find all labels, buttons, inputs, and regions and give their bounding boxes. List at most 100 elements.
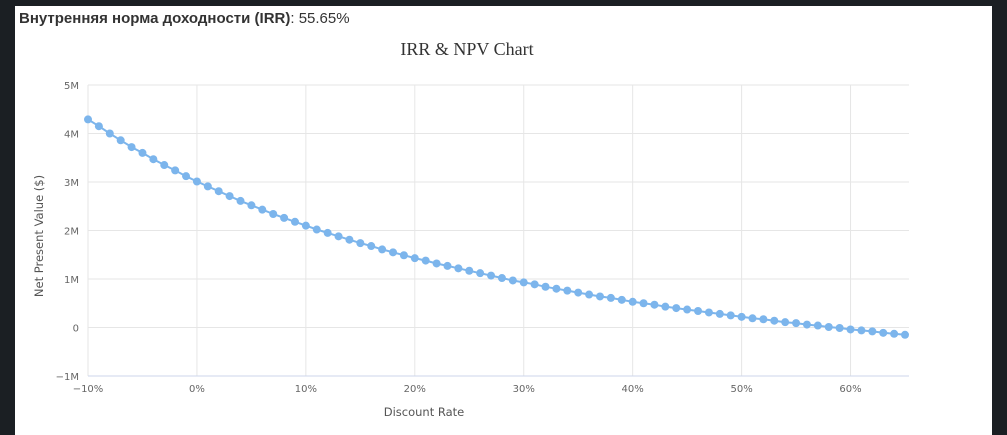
npv-point[interactable] [138, 148, 147, 157]
npv-point[interactable] [443, 261, 452, 270]
npv-point[interactable] [487, 271, 496, 280]
npv-point[interactable] [421, 256, 430, 265]
grid-lines [87, 84, 909, 377]
y-tick-label: 3M [64, 178, 79, 189]
npv-point[interactable] [497, 274, 506, 283]
npv-point[interactable] [846, 325, 855, 334]
npv-point[interactable] [84, 115, 92, 124]
npv-point[interactable] [694, 307, 703, 316]
irr-value: 55.65% [298, 10, 350, 27]
npv-point[interactable] [356, 239, 365, 248]
x-tick-label: 0% [189, 384, 205, 395]
npv-point[interactable] [715, 309, 724, 318]
npv-point[interactable] [269, 210, 278, 219]
npv-point[interactable] [182, 172, 191, 181]
npv-point[interactable] [802, 320, 811, 329]
npv-point[interactable] [312, 225, 321, 234]
npv-point[interactable] [628, 297, 637, 306]
npv-point[interactable] [258, 205, 267, 214]
npv-point[interactable] [236, 196, 245, 205]
npv-point[interactable] [595, 292, 604, 301]
npv-point[interactable] [704, 308, 713, 317]
npv-point[interactable] [367, 242, 376, 251]
x-axis-title: Discount Rate [384, 405, 465, 419]
npv-point[interactable] [301, 221, 310, 230]
npv-point[interactable] [280, 213, 289, 222]
npv-point[interactable] [792, 319, 801, 328]
npv-line [87, 118, 906, 336]
npv-point[interactable] [726, 311, 735, 320]
npv-point[interactable] [563, 286, 572, 295]
npv-point[interactable] [399, 251, 408, 260]
npv-point[interactable] [247, 201, 256, 210]
npv-point[interactable] [585, 290, 594, 299]
npv-point[interactable] [879, 328, 888, 337]
npv-point[interactable] [127, 143, 136, 152]
npv-point[interactable] [192, 177, 201, 186]
irr-label: Внутренняя норма доходности (IRR) [19, 10, 291, 27]
npv-point[interactable] [432, 259, 441, 268]
npv-point[interactable] [105, 129, 114, 138]
npv-point[interactable] [541, 282, 550, 291]
npv-point[interactable] [160, 161, 169, 170]
npv-point[interactable] [781, 318, 790, 327]
npv-point[interactable] [94, 122, 103, 131]
npv-point[interactable] [476, 269, 485, 278]
y-tick-label: 2M [64, 227, 79, 238]
irr-result: Внутренняя норма доходности (IRR): 55.65… [19, 10, 350, 27]
npv-point[interactable] [552, 284, 561, 293]
npv-point[interactable] [901, 330, 909, 339]
y-tick-label: 4M [64, 130, 79, 141]
npv-point[interactable] [465, 266, 474, 275]
npv-point[interactable] [606, 293, 615, 302]
npv-point[interactable] [116, 136, 125, 145]
npv-series [84, 115, 909, 339]
npv-point[interactable] [454, 264, 463, 273]
npv-point[interactable] [661, 302, 670, 311]
npv-point[interactable] [149, 155, 158, 164]
npv-point[interactable] [334, 232, 343, 241]
irr-separator: : [290, 10, 295, 27]
y-axis-title: Net Present Value ($) [32, 175, 46, 297]
npv-point[interactable] [290, 217, 299, 226]
npv-point[interactable] [225, 192, 234, 201]
npv-point[interactable] [214, 187, 223, 196]
npv-point[interactable] [530, 280, 539, 289]
npv-point[interactable] [737, 312, 746, 321]
npv-point[interactable] [617, 295, 626, 304]
y-tick-label: 5M [64, 81, 79, 92]
npv-point[interactable] [813, 321, 822, 330]
npv-point[interactable] [868, 327, 877, 336]
x-tick-label: 30% [513, 384, 535, 395]
x-axis-ticks: −10% 0% 10% 20% 30% 40% 50% 60% [73, 384, 862, 395]
npv-point[interactable] [890, 329, 899, 338]
x-tick-label: 10% [295, 384, 317, 395]
npv-point[interactable] [378, 245, 387, 254]
npv-point[interactable] [345, 235, 354, 244]
npv-point[interactable] [508, 276, 517, 285]
npv-point[interactable] [323, 228, 332, 237]
npv-point[interactable] [639, 299, 648, 308]
npv-point[interactable] [171, 166, 180, 175]
irr-npv-chart: IRR & NPV Chart −1M 0 1M 2M 3M 4M 5M −10% 0% 10%… [32, 39, 909, 419]
npv-point[interactable] [770, 316, 779, 325]
npv-point[interactable] [748, 314, 757, 323]
npv-point[interactable] [519, 278, 528, 287]
y-tick-label: 1M [64, 275, 79, 286]
npv-point[interactable] [683, 305, 692, 314]
npv-point[interactable] [650, 300, 659, 309]
npv-point[interactable] [759, 315, 768, 324]
npv-point[interactable] [824, 323, 833, 332]
x-tick-label: −10% [73, 384, 104, 395]
npv-point[interactable] [574, 288, 583, 297]
npv-point[interactable] [672, 304, 681, 313]
npv-point[interactable] [410, 254, 419, 263]
npv-point[interactable] [857, 326, 866, 335]
npv-point[interactable] [203, 182, 212, 191]
npv-point[interactable] [389, 248, 398, 257]
npv-point[interactable] [835, 323, 844, 332]
y-tick-label: −1M [56, 372, 79, 383]
y-tick-label: 0 [73, 324, 79, 335]
chart-title: IRR & NPV Chart [400, 39, 533, 59]
y-axis-ticks: −1M 0 1M 2M 3M 4M 5M [56, 81, 79, 383]
